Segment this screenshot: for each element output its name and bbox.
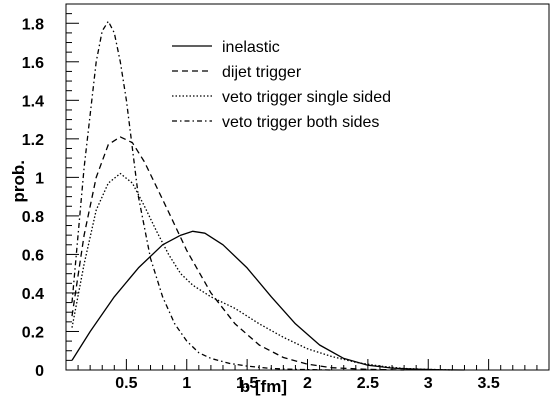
y-axis-title: prob. xyxy=(9,160,28,203)
series-line-1 xyxy=(71,230,465,371)
y-tick-label: 1.8 xyxy=(22,16,44,33)
plot-border xyxy=(65,3,550,371)
legend: inelastic dijet trigger veto trigger singl… xyxy=(172,39,391,131)
x-axis: 0.5 1 1.5 2 2.5 3 3.5 xyxy=(77,359,538,392)
series-line-2 xyxy=(71,136,405,371)
x-tick-label: 3.5 xyxy=(478,375,500,392)
legend-label-2: dijet trigger xyxy=(222,64,302,81)
y-tick-label: 1.6 xyxy=(22,55,44,72)
x-tick-label: 3 xyxy=(424,375,433,392)
series-line-4 xyxy=(71,20,332,371)
y-tick-label: 0.2 xyxy=(22,324,44,341)
legend-label-1: inelastic xyxy=(222,39,280,56)
x-axis-title: b [fm] xyxy=(240,377,287,396)
y-axis: 0 0.2 0.4 0.6 0.8 1 1.2 1.4 1.6 1.8 xyxy=(22,13,79,380)
y-tick-label: 0 xyxy=(35,363,44,380)
legend-label-4: veto trigger both sides xyxy=(222,114,379,131)
x-tick-label: 0.5 xyxy=(115,375,137,392)
x-tick-label: 2 xyxy=(303,375,312,392)
y-tick-label: 1.2 xyxy=(22,132,44,149)
y-tick-label: 0.8 xyxy=(22,209,44,226)
y-tick-label: 1 xyxy=(35,170,44,187)
x-tick-label: 2.5 xyxy=(357,375,379,392)
y-tick-label: 1.4 xyxy=(22,93,44,110)
y-tick-label: 0.4 xyxy=(22,286,44,303)
y-tick-label: 0.6 xyxy=(22,247,44,264)
x-tick-label: 1.5 xyxy=(236,375,258,392)
x-tick-label: 1 xyxy=(182,375,191,392)
plot-frame xyxy=(65,3,550,371)
series-line-3 xyxy=(71,172,453,371)
legend-label-3: veto trigger single sided xyxy=(222,89,391,106)
series-group xyxy=(71,20,465,371)
